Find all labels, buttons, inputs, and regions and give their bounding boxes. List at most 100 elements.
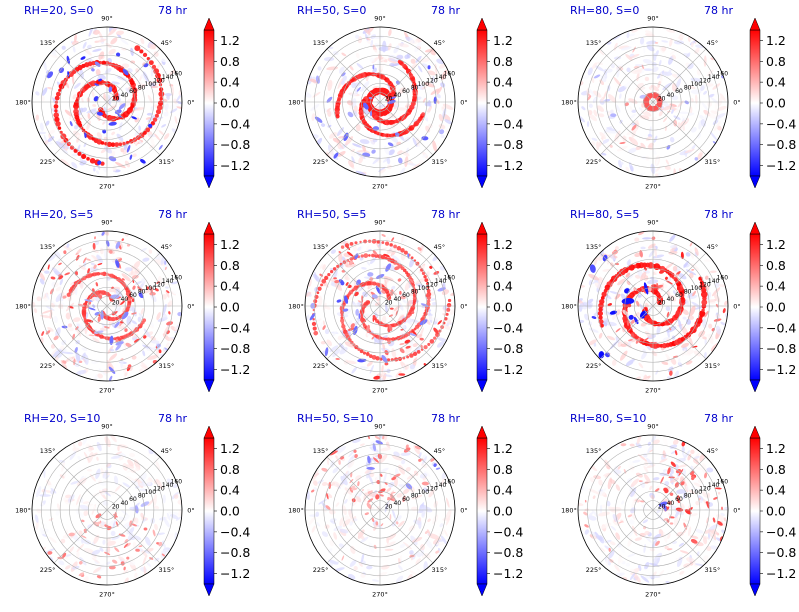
field-cell — [637, 294, 642, 298]
colorbar-tick-label: −1.2 — [493, 362, 523, 377]
convective-cell — [309, 312, 316, 321]
rainband-cell — [129, 138, 134, 144]
field-cell — [148, 249, 153, 254]
field-cell — [603, 72, 608, 79]
field-cell — [88, 286, 94, 292]
angle-tick-label: 270° — [645, 387, 661, 395]
field-cell — [709, 270, 717, 273]
field-cell — [146, 112, 153, 116]
field-cell — [327, 124, 332, 128]
field-cell — [99, 247, 104, 255]
field-cell — [96, 170, 100, 175]
field-cell — [441, 69, 448, 81]
field-cell — [57, 349, 64, 358]
angle-tick-label: 270° — [99, 591, 115, 599]
field-cell — [689, 272, 694, 279]
rainband-cell — [122, 141, 126, 146]
field-cell — [672, 290, 676, 295]
field-cell — [679, 111, 689, 115]
field-cell — [305, 90, 312, 98]
convective-cell — [333, 152, 339, 159]
field-cell — [142, 257, 150, 262]
field-cell — [89, 255, 97, 264]
angle-tick-label: 315° — [432, 158, 448, 166]
rainband-cell — [335, 114, 340, 119]
angle-tick-label: 45° — [161, 243, 173, 251]
field-cell — [349, 65, 354, 71]
field-cell — [644, 331, 652, 338]
rainband-cell — [363, 253, 369, 258]
field-cell — [643, 68, 653, 72]
rainband-cell — [359, 349, 364, 354]
field-cell — [108, 27, 117, 36]
field-cell — [102, 121, 105, 125]
field-cell — [707, 78, 713, 83]
field-cell — [82, 112, 89, 124]
field-cell — [682, 316, 687, 320]
field-cell — [96, 132, 103, 139]
convective-cell — [420, 344, 423, 349]
field-cell — [430, 298, 436, 301]
angular-gridline — [53, 305, 108, 360]
polar-panel: 0°45°90°135°180°225°270°315°204060801001… — [15, 412, 250, 599]
field-cell — [141, 278, 146, 285]
field-cell — [87, 112, 91, 120]
field-cell — [109, 306, 116, 313]
field-cell — [678, 357, 681, 364]
field-cell — [41, 87, 48, 97]
field-cell — [658, 110, 664, 117]
field-cell — [321, 350, 326, 355]
field-cell — [399, 285, 403, 292]
colorbar-extend-max — [203, 17, 215, 31]
field-cell — [65, 312, 71, 320]
field-cell — [634, 252, 641, 258]
radial-tick-label: 120 — [153, 281, 165, 288]
field-cell — [120, 147, 125, 153]
field-cell — [698, 330, 706, 338]
radial-tick-label: 140 — [162, 74, 174, 81]
convective-cell — [62, 360, 67, 364]
angle-tick-label: 180° — [288, 303, 304, 311]
convective-cell — [347, 111, 354, 118]
convective-cell — [143, 335, 147, 339]
field-cell — [618, 85, 627, 93]
convective-cell — [125, 292, 130, 296]
field-cell — [417, 65, 423, 73]
field-cell — [349, 334, 354, 340]
field-cell — [703, 90, 708, 95]
field-cell — [620, 46, 632, 51]
colorbar-tick-label: −0.4 — [766, 116, 796, 131]
convective-cell — [632, 46, 636, 53]
field-cell — [386, 282, 390, 289]
radial-tick-label: 80 — [411, 85, 419, 92]
field-cell — [646, 44, 655, 52]
convective-cell — [366, 351, 370, 356]
colorbar-tick-label: 1.2 — [220, 33, 240, 48]
field-cell — [170, 281, 179, 285]
field-cell — [51, 267, 61, 276]
field-cell — [449, 309, 455, 315]
convective-cell — [338, 279, 344, 284]
convective-cell — [126, 243, 131, 247]
field-cell — [81, 352, 86, 360]
field-cell — [343, 308, 351, 315]
angular-gridline — [652, 101, 707, 156]
field-cell — [168, 103, 180, 110]
field-cell — [305, 291, 312, 298]
field-cell — [74, 34, 77, 43]
field-cell — [356, 63, 364, 70]
panel-title-left: RH=50, S=10 — [297, 412, 373, 425]
rainband-cell — [371, 354, 377, 360]
field-cell — [55, 286, 62, 292]
radial-tick-label: 40 — [121, 92, 129, 99]
rainband-cell — [321, 278, 327, 284]
colorbar-tick-label: 0.8 — [220, 258, 240, 273]
radial-tick-label: 160 — [171, 478, 183, 485]
field-cell — [166, 93, 170, 101]
field-cell — [403, 136, 411, 143]
colorbar-tick-label: 0.4 — [220, 75, 240, 90]
colorbar-tick-label: 1.2 — [766, 237, 786, 252]
field-cell — [685, 360, 693, 365]
convective-cell — [419, 337, 424, 341]
convective-cell — [98, 78, 102, 82]
